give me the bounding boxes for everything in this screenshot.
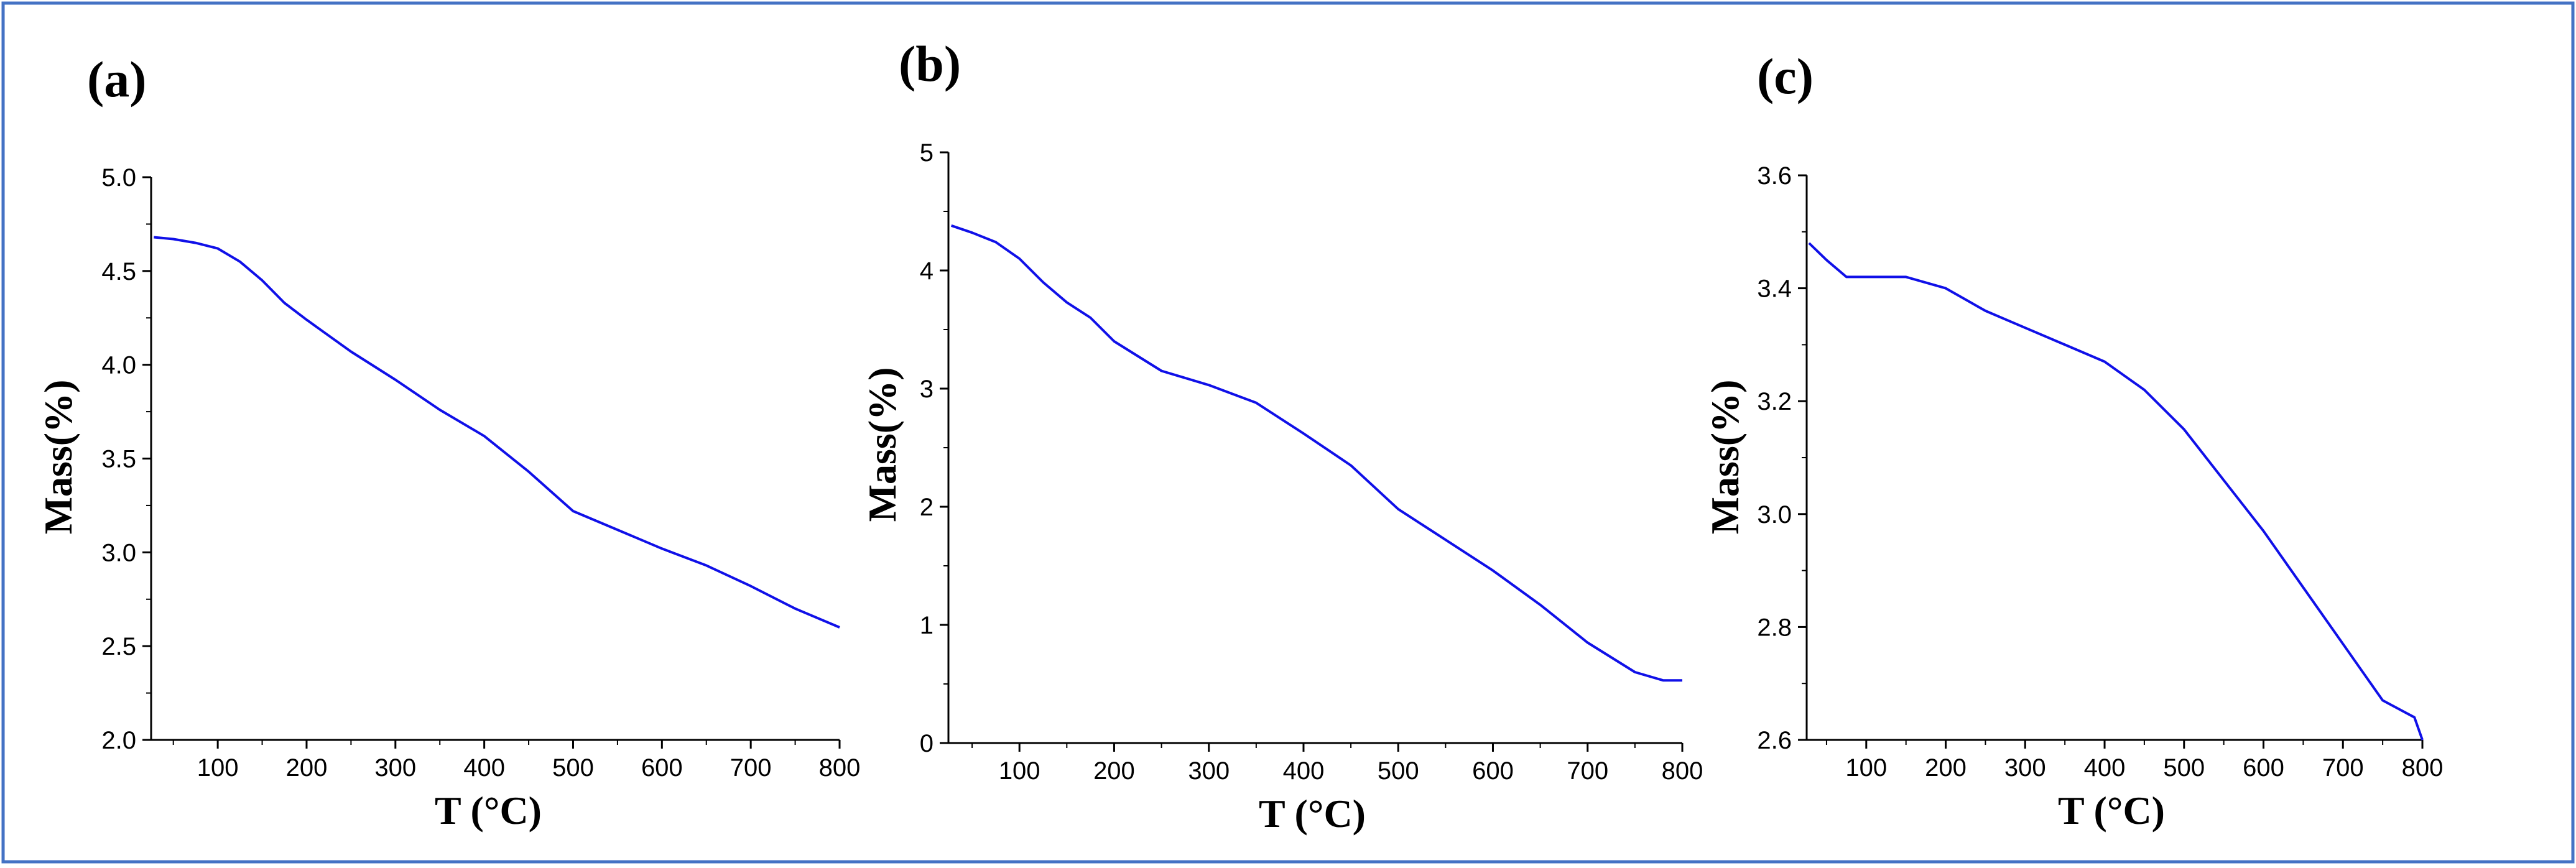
x-axis-label-c: T (°C)	[2058, 788, 2165, 833]
x-tick-label-c: 600	[2243, 754, 2284, 782]
x-tick-label-a: 400	[463, 754, 505, 782]
x-tick-label-a: 100	[197, 754, 239, 782]
y-tick-label-b: 3	[920, 376, 934, 403]
x-tick-label-c: 100	[1845, 754, 1887, 782]
panel-label-b: (b)	[899, 35, 961, 92]
mass-curve-c	[1808, 242, 2424, 741]
x-tick-label-a: 700	[730, 754, 772, 782]
y-tick-label-a: 2.5	[101, 633, 136, 660]
y-tick-label-c: 3.2	[1757, 388, 1792, 415]
y-tick-label-a: 4.5	[101, 258, 136, 285]
x-tick-label-c: 500	[2163, 754, 2205, 782]
y-tick-label-a: 2.0	[101, 727, 136, 754]
y-tick-label-a: 3.0	[101, 539, 136, 566]
x-tick-label-a: 800	[819, 754, 861, 782]
chart-panel-c: (c) Mass(%) T (°C) 2.6 2.8 3.0 3.2 3.4 3.6 100…	[1703, 48, 2443, 833]
x-tick-label-c: 700	[2322, 754, 2364, 782]
x-tick-label-b: 200	[1093, 757, 1135, 785]
y-tick-label-b: 0	[920, 730, 934, 757]
x-axis-label-a: T (°C)	[435, 788, 542, 833]
x-tick-label-a: 600	[641, 754, 683, 782]
chart-panel-a: (a) Mass(%) T (°C) 2.0 2.5 3.0 3.5 4.0 4.5 5.0…	[36, 51, 860, 833]
mass-curve-b	[950, 224, 1682, 682]
y-tick-label-c: 3.0	[1757, 501, 1792, 529]
panel-label-c: (c)	[1757, 48, 1814, 104]
x-tick-label-a: 300	[374, 754, 416, 782]
y-tick-label-c: 2.8	[1757, 614, 1792, 641]
x-tick-label-c: 400	[2084, 754, 2126, 782]
y-tick-label-c: 3.6	[1757, 162, 1792, 190]
panel-label-a: (a)	[87, 51, 147, 108]
mass-curve-a	[154, 236, 840, 629]
x-tick-label-c: 300	[2004, 754, 2046, 782]
x-tick-label-a: 200	[286, 754, 328, 782]
x-tick-label-b: 400	[1283, 757, 1325, 785]
x-tick-label-b: 500	[1378, 757, 1419, 785]
x-tick-label-a: 500	[552, 754, 594, 782]
chart-panel-b: (b) Mass(%) T (°C) 0 1 2 3 4 5 100 200 300 400 500…	[860, 35, 1703, 836]
y-axis-label-c: Mass(%)	[1703, 380, 1747, 535]
y-tick-label-a: 4.0	[101, 352, 136, 379]
y-tick-label-c: 3.4	[1757, 275, 1792, 303]
y-axis-label-a: Mass(%)	[36, 380, 80, 535]
y-tick-label-b: 5	[920, 139, 934, 167]
x-tick-label-b: 800	[1662, 757, 1703, 785]
x-tick-label-b: 300	[1188, 757, 1230, 785]
y-tick-label-a: 3.5	[101, 446, 136, 473]
x-tick-label-c: 800	[2402, 754, 2444, 782]
y-tick-label-b: 2	[920, 494, 934, 521]
x-tick-label-b: 700	[1567, 757, 1608, 785]
x-tick-label-c: 200	[1925, 754, 1967, 782]
y-tick-label-c: 2.6	[1757, 727, 1792, 754]
y-axis-label-b: Mass(%)	[860, 367, 904, 522]
y-tick-label-b: 4	[920, 257, 934, 285]
y-tick-label-b: 1	[920, 612, 934, 639]
x-axis-label-b: T (°C)	[1259, 792, 1366, 836]
x-tick-label-b: 600	[1472, 757, 1514, 785]
y-tick-label-a: 5.0	[101, 164, 136, 192]
x-tick-label-b: 100	[999, 757, 1040, 785]
